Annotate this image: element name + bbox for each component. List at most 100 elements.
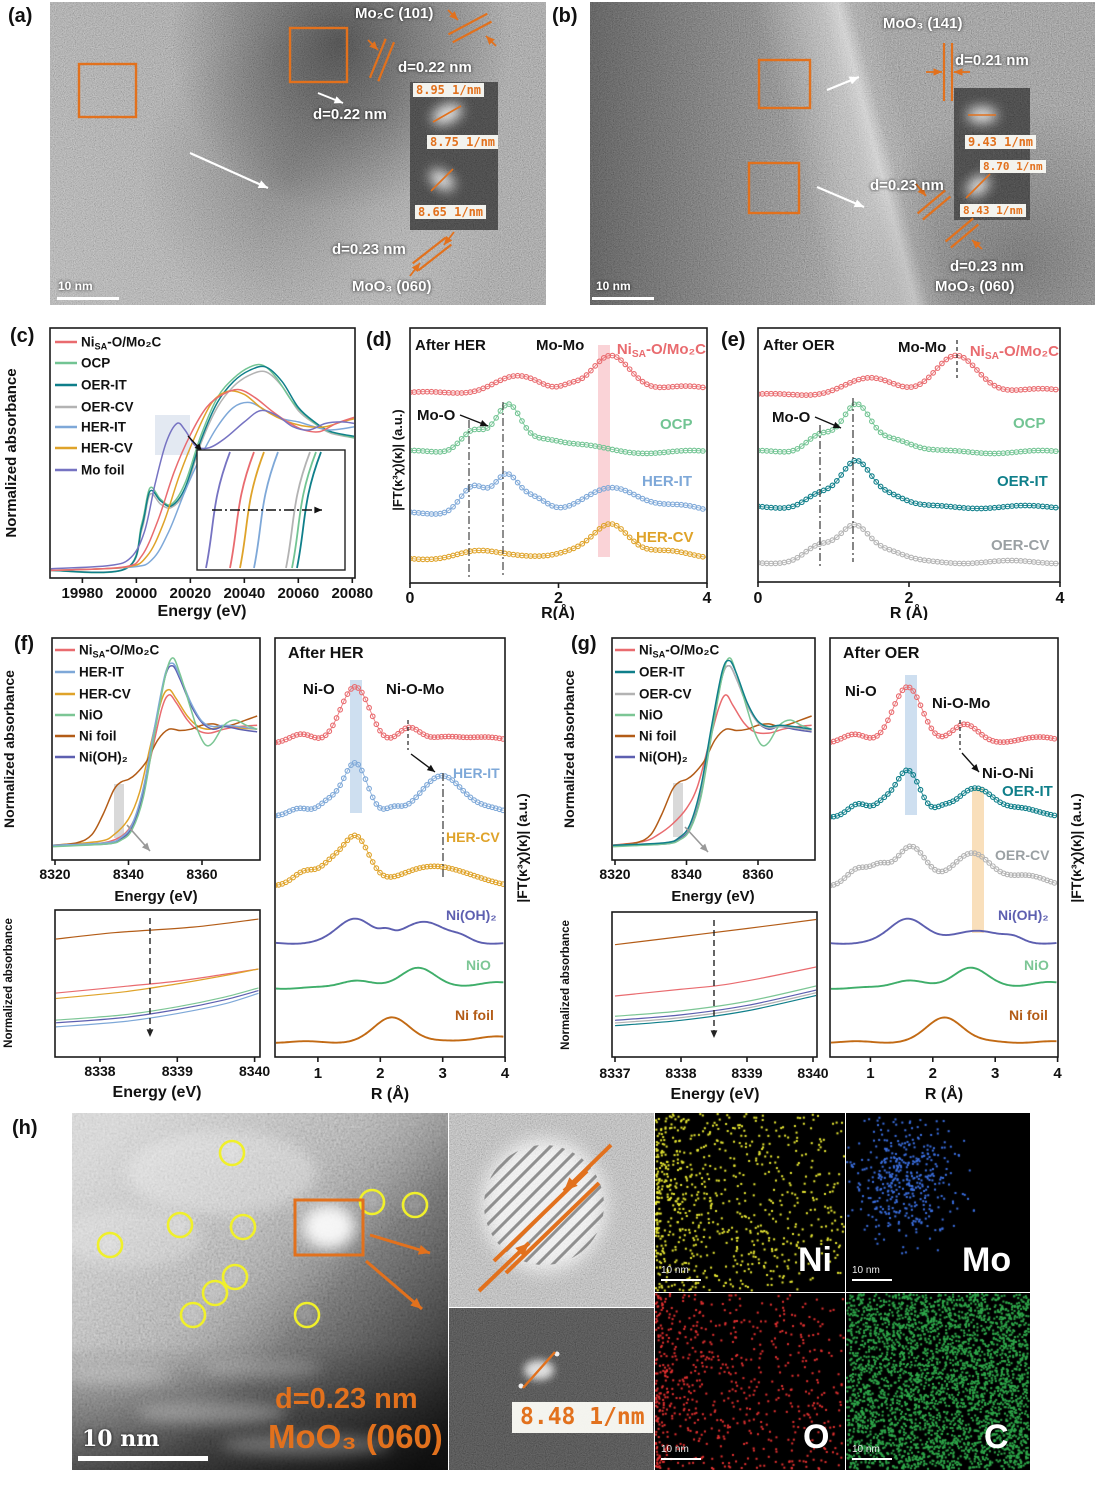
svg-text:R(Å): R(Å) xyxy=(541,603,575,620)
chart-mo-xanes: 19980 20000 20020 20040 20060 20080 Energy (eV… xyxy=(3,327,373,620)
chart-mo-exafs-oer: 0 2 4 R (Å) After OER Mo-Mo NiSA-O/Mo₂C OCP OER-… xyxy=(754,327,1065,620)
svg-text:8338: 8338 xyxy=(665,1065,696,1081)
svg-text:NiSA-O/Mo₂C: NiSA-O/Mo₂C xyxy=(81,335,161,352)
svg-text:8340: 8340 xyxy=(113,866,144,882)
svg-text:8340: 8340 xyxy=(797,1065,828,1081)
svg-text:OER-IT: OER-IT xyxy=(1002,783,1053,800)
svg-text:After OER: After OER xyxy=(843,645,920,662)
svg-text:Energy (eV): Energy (eV) xyxy=(114,888,197,905)
eds-map-ni xyxy=(655,1113,845,1292)
svg-text:20000: 20000 xyxy=(116,585,158,602)
svg-text:HER-CV: HER-CV xyxy=(636,529,694,546)
svg-text:8320: 8320 xyxy=(599,866,630,882)
svg-text:R (Å): R (Å) xyxy=(371,1084,409,1103)
eds-scale-label: 10 nm xyxy=(661,1265,689,1276)
panel-b-label: (b) xyxy=(552,5,578,27)
svg-text:Normalized absorbance: Normalized absorbance xyxy=(560,920,572,1050)
scale-bar xyxy=(57,297,119,300)
svg-text:OCP: OCP xyxy=(1013,415,1046,432)
svg-text:Ni(OH)₂: Ni(OH)₂ xyxy=(998,907,1049,923)
svg-text:3: 3 xyxy=(439,1065,447,1082)
haadf-stem-image xyxy=(72,1113,448,1470)
fft-inset xyxy=(449,1308,654,1470)
eds-element-label-c: C xyxy=(984,1418,1009,1456)
chart-ni-xanes-her: 8320 8340 8360 Energy (eV) Normalized absorb… xyxy=(1,637,261,905)
svg-text:NiO: NiO xyxy=(79,708,103,723)
svg-text:8339: 8339 xyxy=(731,1065,762,1081)
scale-bar-label: 10 nm xyxy=(82,1426,160,1452)
lattice-phase-label: MoO₃ (141) xyxy=(883,15,963,32)
svg-text:Normalized absorbance: Normalized absorbance xyxy=(3,918,15,1048)
scale-bar xyxy=(592,297,654,300)
hrtem-image-a xyxy=(50,2,546,305)
eds-map-o xyxy=(655,1293,845,1470)
lattice-phase-label: Mo₂C (101) xyxy=(355,5,434,22)
fft-spacing-label: 9.43 1/nm xyxy=(965,135,1037,149)
svg-text:HER-CV: HER-CV xyxy=(81,441,133,456)
svg-text:HER-CV: HER-CV xyxy=(446,829,500,845)
svg-text:20060: 20060 xyxy=(277,585,319,602)
svg-text:OER-CV: OER-CV xyxy=(995,847,1050,863)
panel-e-label: (e) xyxy=(721,329,746,351)
eds-scale-label: 10 nm xyxy=(852,1265,880,1276)
svg-text:Ni(OH)₂: Ni(OH)₂ xyxy=(639,750,688,765)
svg-text:8337: 8337 xyxy=(599,1065,630,1081)
scale-bar xyxy=(78,1456,208,1461)
fft-spacing-label: 8.48 1/nm xyxy=(512,1402,653,1433)
svg-text:OER-IT: OER-IT xyxy=(81,378,128,393)
scale-bar-label: 10 nm xyxy=(58,279,93,293)
panel-h-label: (h) xyxy=(12,1117,38,1139)
svg-text:R (Å): R (Å) xyxy=(890,603,928,620)
panel-g-label: (g) xyxy=(571,633,597,655)
svg-text:NiO: NiO xyxy=(639,708,663,723)
eds-map-c xyxy=(846,1293,1030,1470)
svg-text:OCP: OCP xyxy=(81,356,110,371)
svg-text:Mo-O: Mo-O xyxy=(772,409,811,426)
svg-text:2: 2 xyxy=(376,1065,384,1082)
svg-text:Energy (eV): Energy (eV) xyxy=(113,1084,202,1101)
fft-spacing-label: 8.43 1/nm xyxy=(960,204,1026,217)
d-spacing-label: d=0.21 nm xyxy=(955,52,1029,69)
svg-text:Ni-O-Ni: Ni-O-Ni xyxy=(982,765,1034,782)
svg-text:3: 3 xyxy=(991,1065,999,1082)
d-spacing-label: d=0.22 nm xyxy=(313,106,387,123)
svg-text:4: 4 xyxy=(501,1065,510,1082)
fft-spacing-label: 8.75 1/nm xyxy=(427,135,499,149)
eds-scale-bar xyxy=(661,1279,701,1281)
svg-text:Energy (eV): Energy (eV) xyxy=(158,603,247,620)
eds-element-label-mo: Mo xyxy=(962,1241,1012,1279)
svg-text:|FT(κ³χ)(κ)| (a.u.): |FT(κ³χ)(κ)| (a.u.) xyxy=(1068,793,1084,902)
chart-ni-exafs-oer: 1 2 3 4 R (Å) |FT(κ³χ)(κ)| (a.u.) After OER Ni-… xyxy=(829,637,1084,1103)
svg-text:Energy (eV): Energy (eV) xyxy=(671,1086,760,1103)
svg-text:Ni foil: Ni foil xyxy=(455,1007,494,1023)
svg-text:0: 0 xyxy=(406,590,415,607)
d-spacing-label: d=0.23 nm xyxy=(332,241,406,258)
chart-ni-exafs-her: 1 2 3 4 R (Å) |FT(κ³χ)(κ)| (a.u.) After HER Ni-… xyxy=(274,637,530,1103)
svg-text:20040: 20040 xyxy=(223,585,265,602)
svg-text:HER-IT: HER-IT xyxy=(81,420,127,435)
svg-text:Ni-O: Ni-O xyxy=(303,681,335,698)
fft-spacing-label: 8.95 1/nm xyxy=(413,83,485,97)
svg-text:8338: 8338 xyxy=(84,1063,115,1079)
svg-text:8340: 8340 xyxy=(239,1063,270,1079)
svg-text:Mo-O: Mo-O xyxy=(417,407,456,424)
panel-c-label: (c) xyxy=(10,325,35,347)
svg-text:1: 1 xyxy=(866,1065,874,1082)
svg-text:After OER: After OER xyxy=(763,337,835,354)
svg-text:OCP: OCP xyxy=(660,416,693,433)
svg-text:8360: 8360 xyxy=(186,866,217,882)
fft-spacing-label: 8.70 1/nm xyxy=(980,160,1046,173)
svg-text:20020: 20020 xyxy=(169,585,211,602)
panel-f-label: (f) xyxy=(14,633,34,655)
svg-text:Normalized absorbance: Normalized absorbance xyxy=(3,368,20,537)
svg-text:|FT(κ³χ)(κ)| (a.u.): |FT(κ³χ)(κ)| (a.u.) xyxy=(390,409,405,510)
svg-text:4: 4 xyxy=(1053,1065,1062,1082)
eds-element-label-ni: Ni xyxy=(798,1241,832,1279)
svg-text:NiO: NiO xyxy=(466,957,491,973)
svg-text:8360: 8360 xyxy=(742,866,773,882)
scale-bar-label: 10 nm xyxy=(596,279,631,293)
hrtem-image-b xyxy=(590,2,1095,305)
svg-text:Ni foil: Ni foil xyxy=(79,729,117,744)
lattice-phase-label: MoO₃ (060) xyxy=(352,278,432,295)
